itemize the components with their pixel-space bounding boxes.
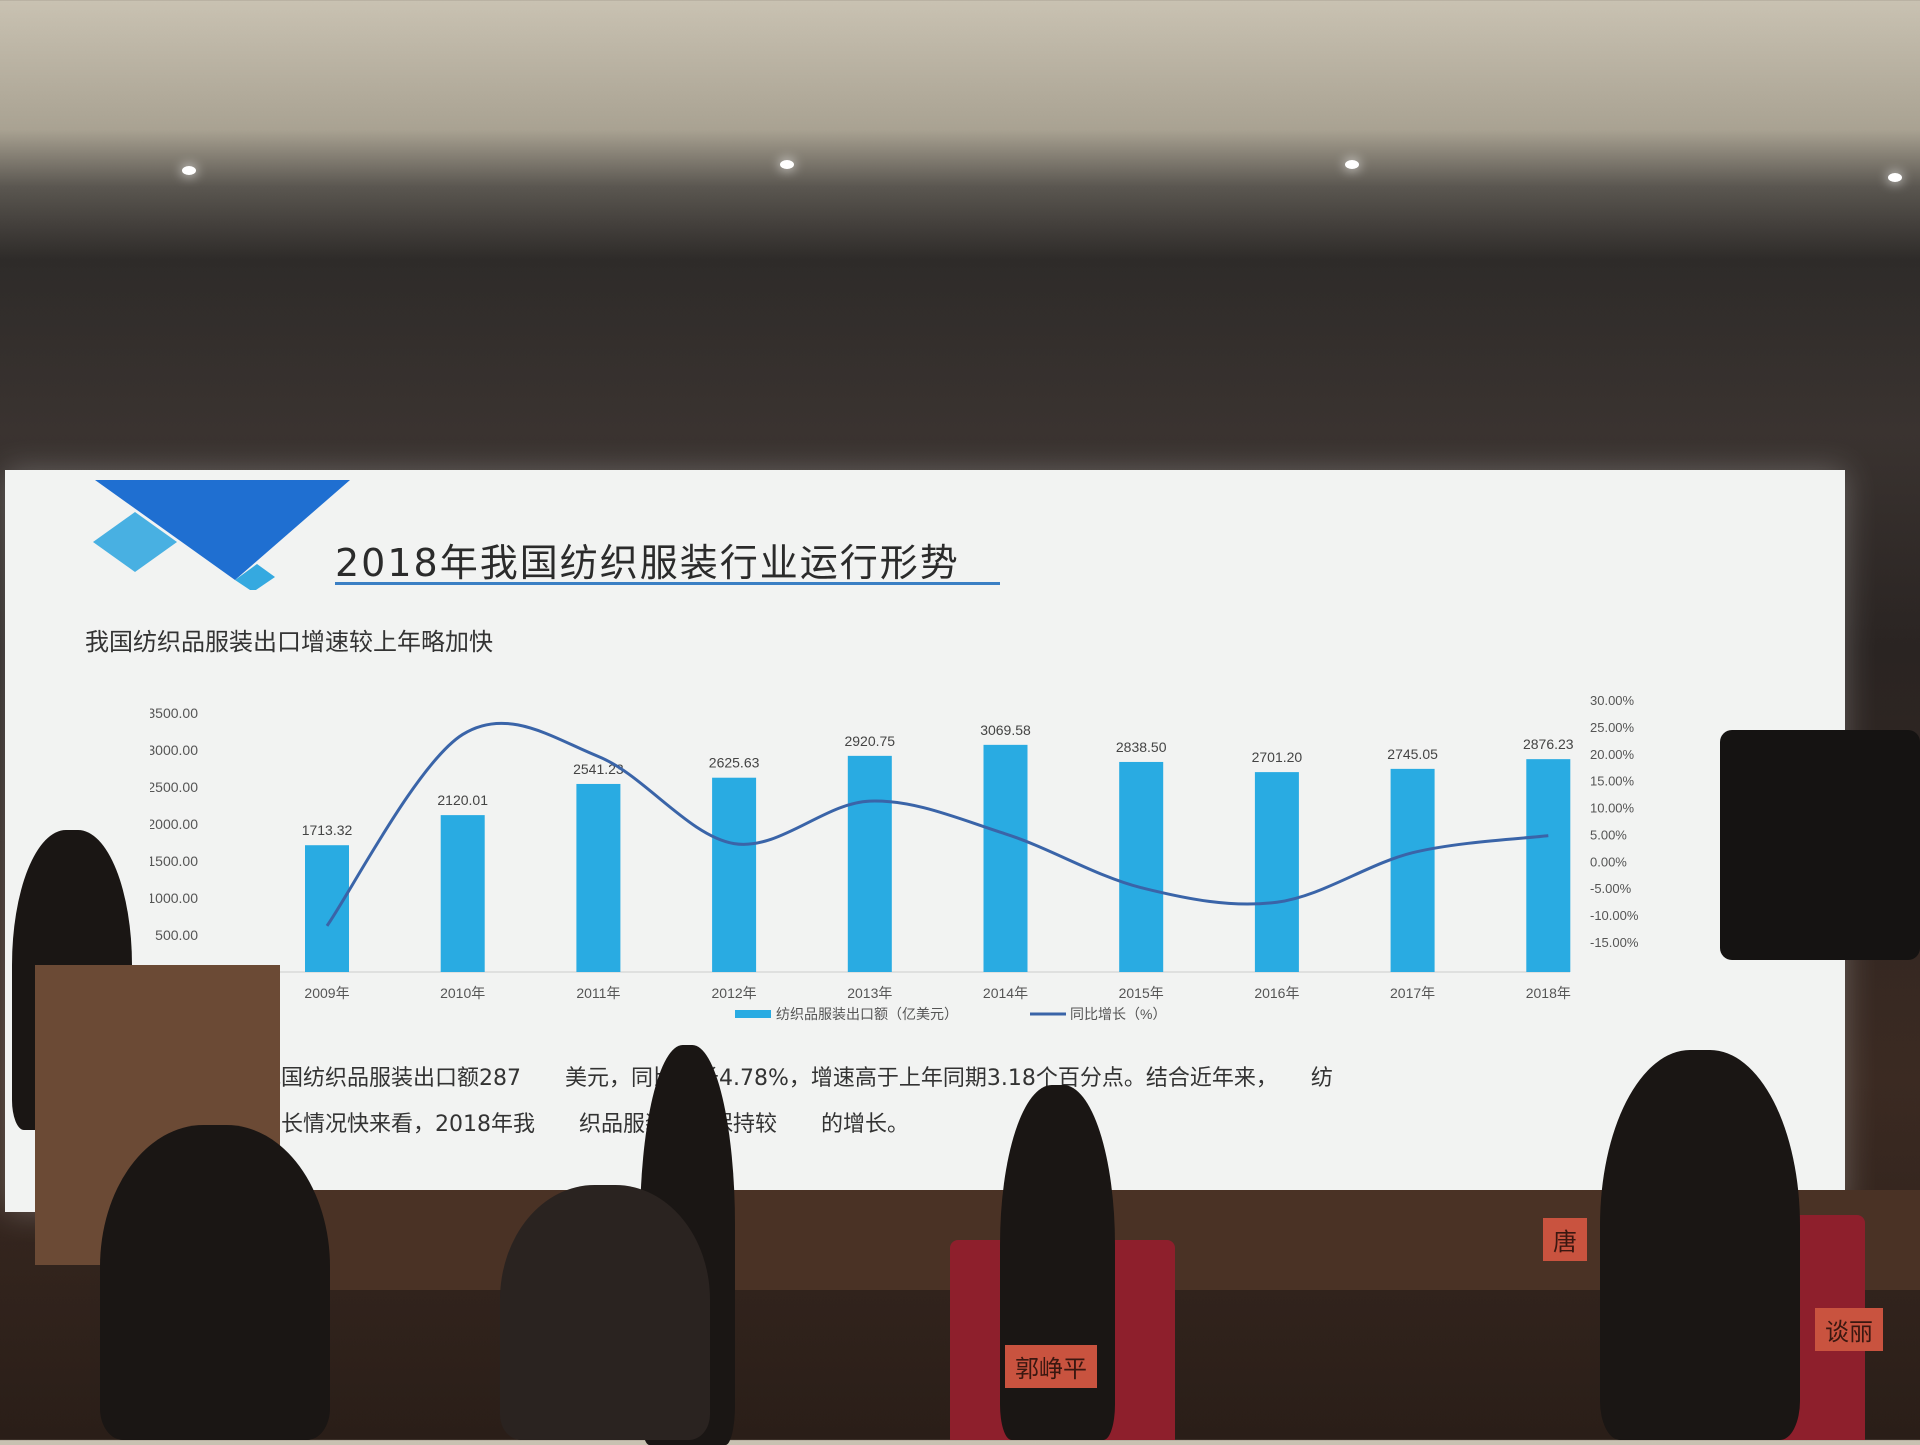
slide-title: 2018年我国纺织服装行业运行形势 (335, 532, 960, 587)
right-axis-tick: 20.00% (1590, 747, 1635, 762)
ceiling-light (1888, 173, 1902, 182)
left-axis-tick: 1500.00 (150, 853, 198, 869)
projected-slide: 2018年我国纺织服装行业运行形势 我国纺织品服装出口增速较上年略加快 500.… (5, 470, 1845, 1212)
bar-2012年 (712, 778, 756, 972)
bar-2010年 (441, 815, 485, 972)
nameplate: 唐 (1543, 1218, 1587, 1261)
nameplate: 谈丽 (1815, 1308, 1883, 1351)
ceiling-light (1345, 160, 1359, 169)
x-axis-tick: 2015年 (1119, 985, 1164, 1001)
camera (1720, 730, 1920, 960)
x-axis-tick: 2010年 (440, 985, 485, 1001)
right-axis-tick: 15.00% (1590, 774, 1635, 789)
legend-label-bar: 纺织品服装出口额（亿美元） (776, 1006, 958, 1022)
x-axis-tick: 2014年 (983, 985, 1028, 1001)
ceiling-light (780, 160, 794, 169)
left-axis-tick: 500.00 (155, 927, 198, 943)
right-axis-tick: 5.00% (1590, 827, 1627, 842)
bar-value-label: 2920.75 (844, 733, 895, 749)
right-axis-tick: 10.00% (1590, 801, 1635, 816)
bar-2014年 (984, 745, 1028, 972)
x-axis-tick: 2012年 (712, 985, 757, 1001)
legend-label-line: 同比增长（%） (1070, 1006, 1166, 1022)
right-axis-tick: -15.00% (1590, 935, 1639, 950)
x-axis-tick: 2009年 (304, 985, 349, 1001)
bar-value-label: 2120.01 (437, 792, 488, 808)
bar-value-label: 2876.23 (1523, 736, 1574, 752)
bar-value-label: 2838.50 (1116, 739, 1167, 755)
bar-2009年 (305, 845, 349, 972)
growth-line (327, 723, 1548, 926)
legend-swatch-bar (735, 1010, 771, 1018)
audience-member (100, 1125, 330, 1440)
bar-value-label: 2745.05 (1387, 746, 1438, 762)
left-axis-tick: 1000.00 (150, 890, 198, 906)
bar-2015年 (1119, 762, 1163, 972)
right-axis-tick: 25.00% (1590, 720, 1635, 735)
bar-value-label: 1713.32 (302, 822, 353, 838)
right-axis-tick: -5.00% (1590, 881, 1632, 896)
title-underline (335, 582, 1000, 585)
ceiling-light (182, 166, 196, 175)
slide-subtitle: 我国纺织品服装出口增速较上年略加快 (85, 622, 493, 657)
left-axis-tick: 2500.00 (150, 779, 198, 795)
left-axis-tick: 2000.00 (150, 816, 198, 832)
right-axis-tick: 30.00% (1590, 693, 1635, 708)
audience-member (500, 1185, 710, 1440)
right-axis-tick: -10.00% (1590, 908, 1639, 923)
bar-2016年 (1255, 772, 1299, 972)
body-text-line-1: ，我国纺织品服装出口额287 美元，同比增长4.78%，增速高于上年同期3.18… (237, 1060, 1333, 1092)
bar-2017年 (1391, 769, 1435, 972)
bar-value-label: 3069.58 (980, 722, 1031, 738)
audience-member (1600, 1050, 1800, 1440)
x-axis-tick: 2017年 (1390, 985, 1435, 1001)
bar-value-label: 2541.23 (573, 761, 624, 777)
left-axis-tick: 3500.00 (150, 705, 198, 721)
x-axis-tick: 2016年 (1254, 985, 1299, 1001)
left-axis-tick: 3000.00 (150, 742, 198, 758)
right-axis-tick: 0.00% (1590, 854, 1627, 869)
bar-2018年 (1526, 759, 1570, 972)
bar-2011年 (576, 784, 620, 972)
x-axis-tick: 2013年 (847, 985, 892, 1001)
nameplate: 郭峥平 (1005, 1345, 1097, 1388)
bar-value-label: 2625.63 (709, 755, 760, 771)
bar-2013年 (848, 756, 892, 972)
body-text-line-2: 口增长情况快来看，2018年我 织品服装出口保持较 的增长。 (237, 1106, 909, 1138)
x-axis-tick: 2018年 (1526, 985, 1571, 1001)
export-chart: 500.00 1000.00 1500.00 2000.00 2500.00 3000.0… (150, 680, 1710, 1040)
bar-value-label: 2701.20 (1252, 749, 1303, 765)
x-axis-tick: 2011年 (576, 985, 620, 1001)
